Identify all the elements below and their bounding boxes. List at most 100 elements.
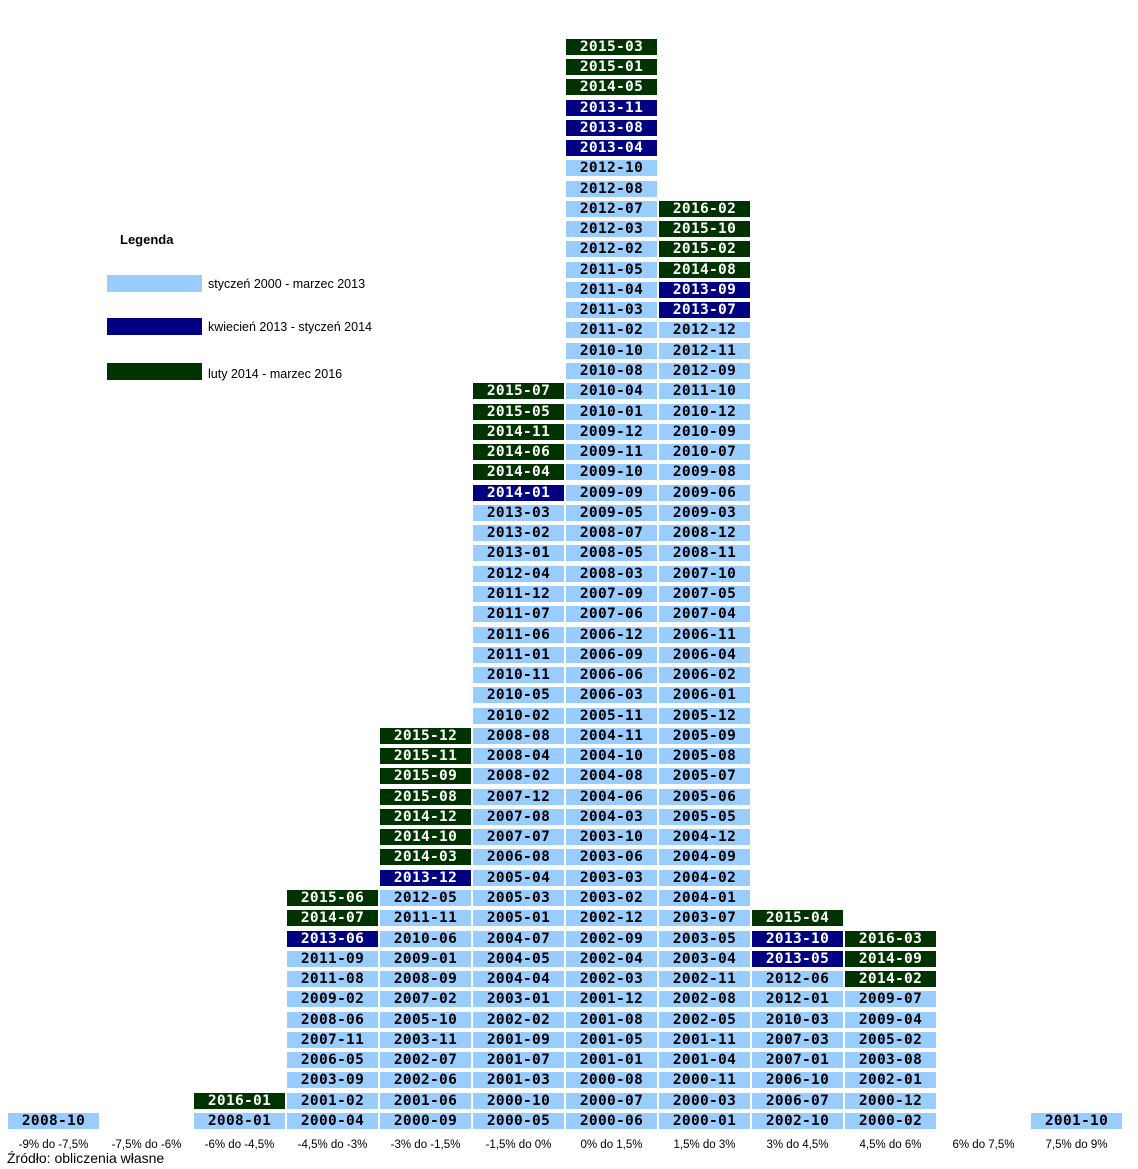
- legend-label-period-2: kwiecień 2013 - styczeń 2014: [208, 320, 372, 334]
- histogram-cell: 2011-07: [472, 605, 565, 624]
- histogram-cell: 2002-09: [565, 929, 658, 948]
- histogram-cell: 2008-01: [193, 1112, 286, 1130]
- histogram-cell: 2008-09: [379, 970, 472, 989]
- histogram-cell: 2013-03: [472, 503, 565, 522]
- histogram-cell: 2006-08: [472, 848, 565, 867]
- histogram-cell: 2014-08: [658, 260, 751, 279]
- histogram-cell: 2000-01: [658, 1112, 751, 1130]
- histogram-cell: 2014-10: [379, 828, 472, 847]
- histogram-cell: 2000-02: [844, 1112, 937, 1130]
- histogram-cell: 2002-02: [472, 1010, 565, 1029]
- histogram-cell: 2005-06: [658, 787, 751, 806]
- histogram-cell: 2003-02: [565, 889, 658, 908]
- histogram-cell: 2002-05: [658, 1010, 751, 1029]
- histogram-cell: 2015-01: [565, 57, 658, 76]
- legend-label-period-3: luty 2014 - marzec 2016: [208, 367, 343, 381]
- histogram-cell: 2001-02: [286, 1091, 379, 1110]
- histogram-cell: 2015-04: [751, 909, 844, 928]
- histogram-cell: 2006-11: [658, 625, 751, 644]
- histogram-cell: 2008-05: [565, 544, 658, 563]
- histogram-cell: 2000-06: [565, 1112, 658, 1130]
- histogram-cell: 2007-12: [472, 787, 565, 806]
- histogram-cell: 2001-09: [472, 1030, 565, 1049]
- histogram-cell: 2007-05: [658, 584, 751, 603]
- histogram-cell: 2010-11: [472, 666, 565, 685]
- histogram-cell: 2004-01: [658, 889, 751, 908]
- category-label: -7,5% do -6%: [111, 1139, 182, 1151]
- histogram-cell: 2009-01: [379, 949, 472, 968]
- histogram-cell: 2008-12: [658, 524, 751, 543]
- histogram-cell: 2002-01: [844, 1071, 937, 1090]
- histogram-cell: 2002-04: [565, 949, 658, 968]
- histogram-cell: 2010-01: [565, 402, 658, 421]
- histogram-cell: 2012-09: [658, 362, 751, 380]
- histogram-cell: 2013-12: [379, 868, 472, 887]
- histogram-cell: 2010-05: [472, 686, 565, 705]
- histogram-cell: 2002-07: [379, 1051, 472, 1070]
- histogram-cell: 2011-05: [565, 260, 658, 279]
- histogram-cell: 2003-10: [565, 828, 658, 847]
- histogram-cell: 2007-09: [565, 584, 658, 603]
- histogram-cell: 2015-03: [565, 37, 658, 56]
- histogram-cell: 2002-12: [565, 909, 658, 928]
- histogram-cell: 2009-03: [658, 503, 751, 522]
- histogram-cell: 2006-10: [751, 1071, 844, 1090]
- histogram-cell: 2000-04: [286, 1112, 379, 1130]
- histogram-cell: 2009-11: [565, 443, 658, 462]
- category-label: -9% do -7,5%: [18, 1139, 89, 1151]
- histogram-cell: 2014-01: [472, 483, 565, 502]
- histogram-cell: 2011-08: [286, 970, 379, 989]
- histogram-cell: 2014-12: [379, 807, 472, 826]
- histogram-cell: 2011-02: [565, 321, 658, 340]
- histogram-cell: 2015-07: [472, 382, 565, 401]
- histogram-cell: 2009-12: [565, 422, 658, 441]
- histogram-cell: 2001-04: [658, 1051, 751, 1070]
- histogram-cell: 2010-02: [472, 706, 565, 725]
- legend-title: Legenda: [120, 232, 174, 247]
- histogram-cell: 2000-03: [658, 1091, 751, 1110]
- histogram-cell: 2009-08: [658, 463, 751, 482]
- histogram-cell: 2011-11: [379, 909, 472, 928]
- histogram-cell: 2014-04: [472, 463, 565, 482]
- histogram-cell: 2003-04: [658, 949, 751, 968]
- histogram-cell: 2001-06: [379, 1091, 472, 1110]
- histogram-cell: 2013-07: [658, 301, 751, 320]
- histogram-cell: 2012-04: [472, 564, 565, 583]
- histogram-cell: 2007-11: [286, 1030, 379, 1049]
- histogram-cell: 2006-07: [751, 1091, 844, 1110]
- histogram-cell: 2015-10: [658, 220, 751, 239]
- histogram-cell: 2011-12: [472, 584, 565, 603]
- histogram-cell: 2013-06: [286, 929, 379, 948]
- legend-swatch-period-1: [107, 275, 202, 292]
- histogram-cell: 2005-08: [658, 747, 751, 766]
- histogram-cell: 2010-08: [565, 362, 658, 380]
- histogram-cell: 2016-03: [844, 929, 937, 948]
- histogram-cell: 2001-11: [658, 1030, 751, 1049]
- histogram-cell: 2008-08: [472, 726, 565, 745]
- histogram-cell: 2002-06: [379, 1071, 472, 1090]
- histogram-cell: 2010-03: [751, 1010, 844, 1029]
- histogram-cell: 2006-05: [286, 1051, 379, 1070]
- histogram-cell: 2015-08: [379, 787, 472, 806]
- histogram-cell: 2003-01: [472, 990, 565, 1009]
- histogram-cell: 2013-11: [565, 98, 658, 117]
- histogram-cell: 2008-04: [472, 747, 565, 766]
- histogram-cell: 2011-10: [658, 382, 751, 401]
- histogram-cell: 2011-06: [472, 625, 565, 644]
- histogram-cell: 2010-12: [658, 402, 751, 421]
- histogram-cell: 2003-09: [286, 1071, 379, 1090]
- histogram-cell: 2012-01: [751, 990, 844, 1009]
- histogram-cell: 2016-02: [658, 199, 751, 218]
- category-label: 7,5% do 9%: [1045, 1139, 1108, 1151]
- category-label: -6% do -4,5%: [204, 1139, 275, 1151]
- histogram-cell: 2003-08: [844, 1051, 937, 1070]
- histogram-cell: 2005-05: [658, 807, 751, 826]
- histogram-cell: 2014-07: [286, 909, 379, 928]
- histogram-cell: 2006-06: [565, 666, 658, 685]
- histogram-cell: 2003-06: [565, 848, 658, 867]
- histogram-cell: 2014-03: [379, 848, 472, 867]
- histogram-cell: 2010-06: [379, 929, 472, 948]
- histogram-cell: 2015-11: [379, 747, 472, 766]
- histogram-cell: 2005-12: [658, 706, 751, 725]
- histogram-cell: 2004-07: [472, 929, 565, 948]
